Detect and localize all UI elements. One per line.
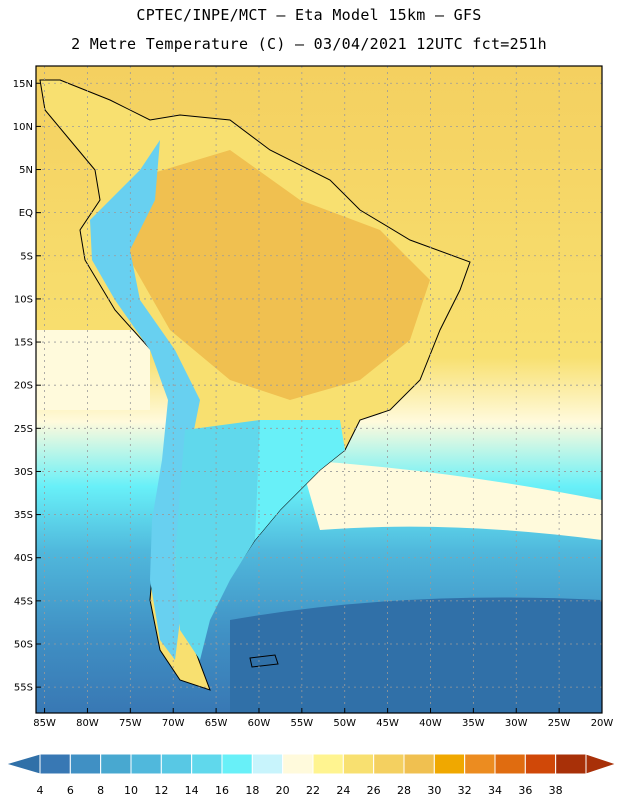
lon-label: 35W — [462, 718, 485, 729]
andes-cold-ridge — [90, 140, 200, 660]
colorbar-label: 10 — [124, 784, 138, 797]
colorbar-swatch — [403, 753, 435, 775]
lat-label: 15N — [13, 79, 33, 90]
colorbar-swatch — [160, 753, 193, 775]
colorbar-label: 32 — [458, 784, 472, 797]
lon-label: 70W — [162, 718, 185, 729]
colorbar-swatch — [191, 753, 223, 775]
map-title: CPTEC/INPE/MCT – Eta Model 15km – GFS — [136, 6, 482, 24]
south-atlantic-warm-tongue — [300, 460, 602, 540]
latitude-labels: 15N 10N 5N EQ 5S 10S 15S 20S 25S 30S 35S 40S 45S 50S 5… — [13, 79, 41, 694]
colorbar-swatch — [342, 753, 375, 775]
coordinate-grid — [36, 66, 602, 713]
falkland-islands — [249, 654, 279, 668]
pampas-zone — [255, 420, 345, 540]
lat-label: 40S — [14, 553, 33, 564]
longitude-labels: 85W 80W 75W 70W 65W 60W 55W 50W 45W 40W 35W 30W 25W 2… — [33, 708, 613, 729]
lon-label: 45W — [376, 718, 399, 729]
colorbar-swatch — [433, 753, 466, 775]
colorbar-swatch — [69, 753, 102, 775]
lat-label: 15S — [14, 338, 33, 349]
lon-label: 50W — [333, 718, 356, 729]
lat-label: 5N — [19, 165, 33, 176]
map-subtitle: 2 Metre Temperature (C) – 03/04/2021 12U… — [71, 35, 547, 53]
colorbar-label: 4 — [37, 784, 44, 797]
colorbar-label: 22 — [306, 784, 320, 797]
colorbar-label: 38 — [549, 784, 563, 797]
colorbar-low-arrow — [4, 753, 41, 775]
colorbar-label: 8 — [97, 784, 104, 797]
lon-label: 25W — [548, 718, 571, 729]
lat-label: 30S — [14, 467, 33, 478]
lat-label: EQ — [19, 208, 33, 219]
colorbar-swatch — [373, 753, 405, 775]
colorbar-label: 24 — [336, 784, 350, 797]
lat-label: 45S — [14, 596, 33, 607]
cold-south-atlantic — [230, 597, 602, 713]
lon-label: 80W — [76, 718, 99, 729]
lat-label: 50S — [14, 639, 33, 650]
lat-label: 55S — [14, 683, 33, 694]
colorbar-swatch — [221, 753, 253, 775]
colorbar-label: 36 — [518, 784, 532, 797]
lon-label: 30W — [505, 718, 528, 729]
colorbar-label: 20 — [276, 784, 290, 797]
lat-label: 20S — [14, 381, 33, 392]
colorbar-swatch — [282, 753, 314, 775]
lat-label: 35S — [14, 510, 33, 521]
colorbar-label: 28 — [397, 784, 411, 797]
colorbar-label: 16 — [215, 784, 229, 797]
colorbar-swatch — [100, 753, 132, 775]
lon-label: 40W — [419, 718, 442, 729]
map-frame — [35, 65, 603, 714]
warm-pacific-band — [36, 330, 150, 410]
lat-label: 10N — [13, 122, 33, 133]
lat-label: 10S — [14, 294, 33, 305]
colorbar-swatch — [524, 753, 557, 775]
colorbar-swatch — [130, 753, 162, 775]
colorbar-swatch — [555, 753, 587, 775]
colorbar-label: 12 — [154, 784, 168, 797]
colorbar-label: 18 — [245, 784, 259, 797]
lon-label: 85W — [33, 718, 56, 729]
lat-label: 25S — [14, 424, 33, 435]
colorbar-swatch — [39, 753, 71, 775]
lat-label: 5S — [20, 251, 33, 262]
lon-label: 75W — [119, 718, 142, 729]
lon-label: 60W — [248, 718, 271, 729]
colorbar-swatch — [494, 753, 526, 775]
colorbar-label: 34 — [488, 784, 502, 797]
colorbar-label: 14 — [185, 784, 199, 797]
colorbar-label: 6 — [67, 784, 74, 797]
colorbar-swatch — [251, 753, 284, 775]
lon-label: 65W — [205, 718, 228, 729]
colorbar: 4 6 8 10 12 14 16 18 20 22 24 26 28 30 32 34 36 38 — [4, 753, 618, 797]
colorbar-swatch — [312, 753, 344, 775]
colorbar-swatch — [464, 753, 496, 775]
lon-label: 55W — [291, 718, 314, 729]
colorbar-label: 26 — [367, 784, 381, 797]
colorbar-label: 30 — [427, 784, 441, 797]
lon-label: 20W — [591, 718, 614, 729]
colorbar-high-arrow — [585, 753, 618, 775]
